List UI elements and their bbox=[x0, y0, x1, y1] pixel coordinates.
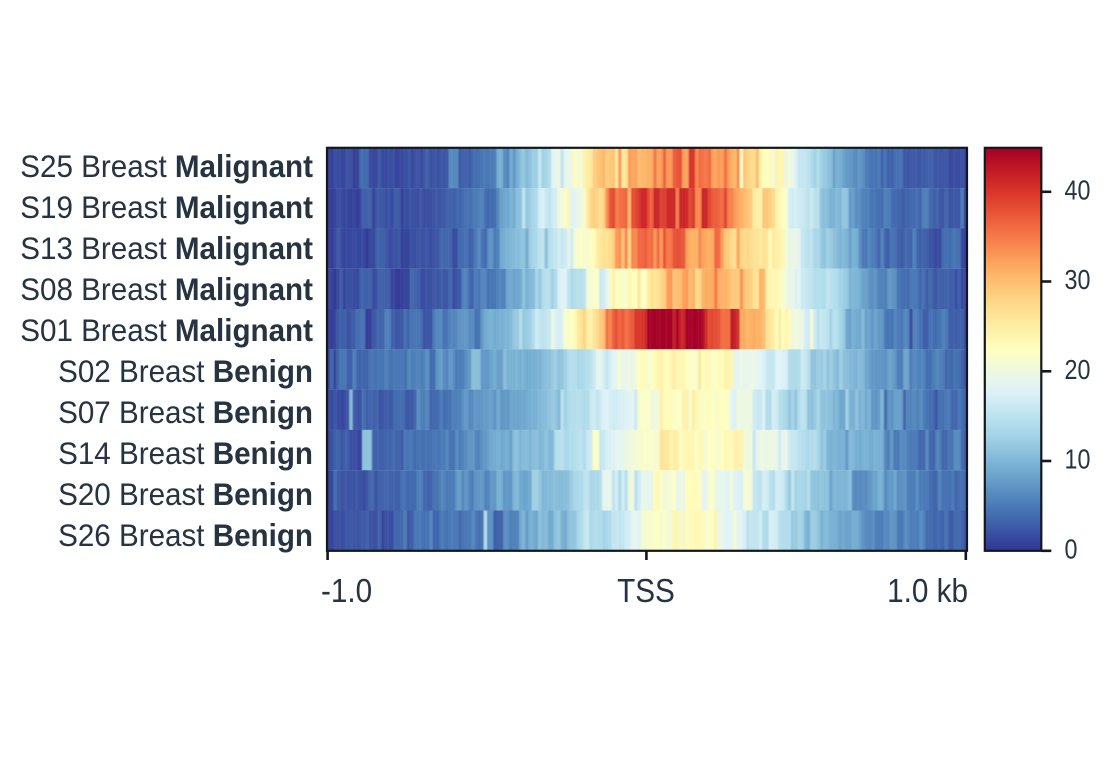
svg-text:S07 Breast Benign: S07 Breast Benign bbox=[58, 395, 313, 430]
svg-text:S25 Breast Malignant: S25 Breast Malignant bbox=[20, 149, 313, 184]
svg-text:S13 Breast Malignant: S13 Breast Malignant bbox=[20, 231, 313, 266]
svg-text:1.0 kb: 1.0 kb bbox=[887, 573, 968, 610]
svg-text:10: 10 bbox=[1065, 445, 1091, 475]
svg-text:20: 20 bbox=[1065, 355, 1091, 385]
svg-text:S14 Breast Benign: S14 Breast Benign bbox=[58, 436, 313, 471]
svg-text:30: 30 bbox=[1065, 265, 1091, 295]
svg-text:S26 Breast Benign: S26 Breast Benign bbox=[58, 518, 313, 553]
svg-text:-1.0: -1.0 bbox=[321, 573, 372, 610]
svg-text:40: 40 bbox=[1065, 176, 1091, 206]
svg-text:S02 Breast Benign: S02 Breast Benign bbox=[58, 354, 313, 389]
svg-text:TSS: TSS bbox=[617, 573, 675, 610]
svg-text:S20 Breast Benign: S20 Breast Benign bbox=[58, 477, 313, 512]
svg-text:S01 Breast Malignant: S01 Breast Malignant bbox=[20, 313, 313, 348]
svg-text:S19 Breast Malignant: S19 Breast Malignant bbox=[20, 190, 313, 225]
svg-text:S08 Breast Malignant: S08 Breast Malignant bbox=[20, 272, 313, 307]
svg-text:0: 0 bbox=[1065, 535, 1078, 565]
